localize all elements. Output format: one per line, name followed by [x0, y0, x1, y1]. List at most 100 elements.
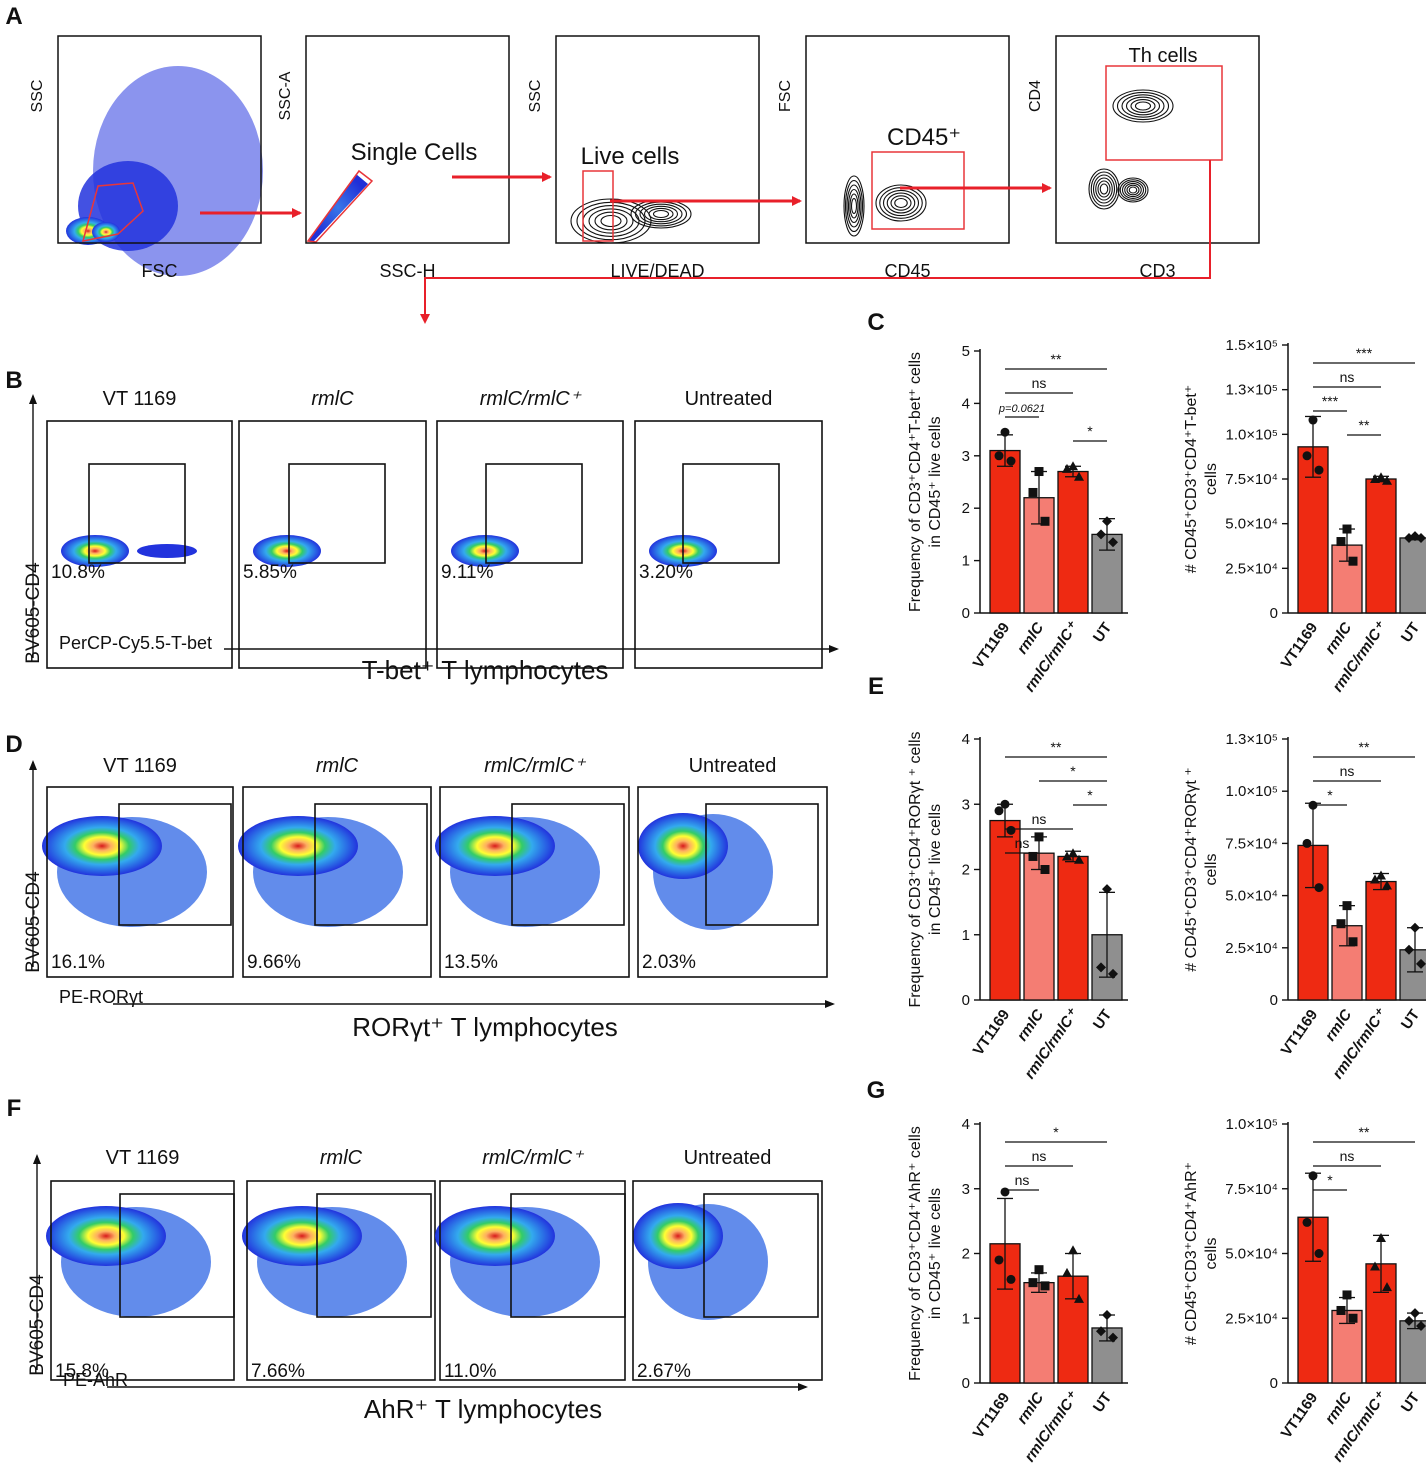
positive-gate [703, 1193, 819, 1318]
contour-line [844, 179, 864, 233]
significance-label: ns [1340, 1148, 1355, 1164]
density-cloud [242, 1206, 362, 1266]
y-tick-label: 1 [962, 553, 970, 570]
bar [989, 449, 1021, 614]
sample-title: VT 1169 [103, 755, 177, 777]
sample-title: rmlC [311, 388, 354, 410]
category-label: VT1169 [1278, 1390, 1322, 1442]
gate-percent: 15.8% [55, 1361, 109, 1382]
data-point [1068, 461, 1078, 471]
singlet-gate [306, 169, 374, 243]
panel-letter-A: A [5, 3, 22, 30]
sample-title: Untreated [684, 1147, 772, 1169]
density-cloud [46, 1206, 166, 1266]
contour-line [600, 214, 622, 228]
significance-label: ns [1015, 1172, 1030, 1188]
row-title: RORγt⁺ T lymphocytes [352, 1012, 618, 1042]
significance-label: ns [1340, 369, 1355, 385]
data-point [1034, 1265, 1044, 1275]
significance-label: ** [1359, 1124, 1370, 1140]
data-point [1410, 1308, 1420, 1319]
plot-frame [238, 420, 427, 669]
chart-G-count: 0 2.5×10⁴ 5.0×10⁴ 7.5×10⁴ 1.0×10⁵ # CD45⁺CD3⁺… [1183, 1116, 1426, 1465]
positive-gate [682, 463, 780, 564]
y-axis-label: Frequency of CD3⁺CD4⁺T-bet⁺ cells [907, 352, 924, 612]
gate-percent: 7.66% [251, 1361, 305, 1382]
gate-percent: 10.8% [51, 562, 105, 583]
y-axis-label: # CD45⁺CD3⁺CD4⁺T-bet⁺ [1183, 385, 1200, 574]
significance-label: p=0.0621 [998, 403, 1045, 415]
th-gate [1105, 65, 1223, 161]
plot-frame [439, 786, 630, 978]
category-label: UT [1398, 1007, 1423, 1033]
gate-percent: 16.1% [51, 952, 105, 973]
data-point [994, 451, 1004, 461]
panel-letter-B: B [5, 367, 22, 394]
data-point [1074, 1293, 1084, 1303]
density-cloud [633, 1203, 723, 1269]
y-tick-label: 2 [962, 862, 970, 879]
fsc-ssc-gate [81, 182, 144, 242]
plot-frame [57, 35, 262, 244]
data-point [994, 1255, 1004, 1265]
bar [989, 819, 1021, 1001]
data-point [1348, 1313, 1358, 1323]
data-point [1404, 1315, 1414, 1326]
contour-line [1112, 89, 1174, 123]
category-label: rmlC [1014, 1389, 1048, 1428]
y-tick-label: 0 [962, 1375, 970, 1392]
panel-letter-F: F [7, 1095, 22, 1122]
contour-line [594, 211, 628, 231]
flow-row-1: VT 1169 10.8% rmlC 5.85% rmlC/rmlC⁺ 9.11% Untr… [23, 388, 839, 685]
y-tick-label: 5 [962, 343, 970, 360]
category-label: UT [1090, 1007, 1115, 1033]
contour-line [1128, 186, 1138, 194]
gating-xlabel: LIVE/DEAD [610, 261, 704, 281]
density-core [92, 222, 120, 242]
flow-row-2: VT 1169 16.1% rmlC 9.66% rmlC/rmlC⁺ 13.5% Untr… [23, 755, 835, 1042]
category-label: UT [1398, 1390, 1423, 1416]
data-point [1096, 962, 1106, 973]
gate-label: Single Cells [351, 139, 478, 166]
plot-frame [436, 420, 624, 669]
gating-ylabel: CD4 [1027, 80, 1044, 112]
y-axis-label: Frequency of CD3⁺CD4⁺RORγt ⁺ cells [907, 731, 924, 1007]
data-point [1336, 919, 1346, 929]
y-axis-label: # CD45⁺CD3⁺CD4⁺RORγt ⁺ [1183, 767, 1200, 972]
category-label: rmlC [1014, 1006, 1048, 1045]
significance-label: ns [1015, 835, 1030, 851]
density-cloud [238, 816, 358, 876]
plot-frame [242, 786, 432, 978]
data-point [1040, 1281, 1050, 1291]
y-tick-label: 0 [962, 992, 970, 1009]
plot-frame [246, 1180, 436, 1381]
category-label: VT1169 [970, 1390, 1014, 1442]
significance-label: * [1087, 787, 1093, 803]
significance-label: ** [1359, 417, 1370, 433]
data-point [1370, 474, 1380, 483]
gate-percent: 5.85% [243, 562, 297, 583]
y-axis-label: in CD45⁺ live cells [927, 804, 944, 935]
contour-line [1119, 179, 1147, 201]
flow-ylabel: BV605-CD4 [23, 562, 44, 664]
data-point [1102, 884, 1112, 895]
gate-percent: 3.20% [639, 562, 693, 583]
contour-line [886, 192, 916, 214]
data-point [1068, 1245, 1078, 1255]
data-point [1000, 427, 1010, 437]
contour-line [849, 193, 859, 219]
bar [1023, 852, 1055, 1001]
positive-gate [485, 463, 583, 564]
contour-line [1121, 181, 1145, 199]
gating-plot-4: CD45 FSC CD45⁺ [777, 35, 1010, 281]
contour-line [1125, 96, 1161, 116]
gate-percent: 9.66% [247, 952, 301, 973]
data-point [1108, 1332, 1118, 1343]
data-point [1370, 1261, 1380, 1271]
flow-xlabel: PE-RORγt [59, 987, 143, 1007]
y-axis-label: Frequency of CD3⁺CD4⁺AhR⁺ cells [907, 1126, 924, 1381]
data-point [1028, 851, 1038, 861]
positive-gate [88, 463, 186, 564]
y-tick-label: 3 [962, 448, 970, 465]
